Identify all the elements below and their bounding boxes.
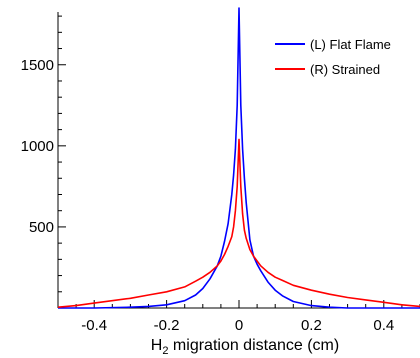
x-tick-label: -0.4: [81, 317, 107, 334]
plot-area: [57, 7, 420, 309]
x-tick-label: 0: [235, 317, 243, 334]
x-axis-title-rest: migration distance (cm): [168, 337, 339, 354]
x-tick-label: 0.2: [301, 317, 322, 334]
legend: (L) Flat Flame (R) Strained: [275, 37, 391, 77]
x-axis-title: H2 migration distance (cm): [151, 337, 339, 357]
y-tick-label: 1500: [21, 57, 54, 74]
legend-label: (R) Strained: [310, 62, 380, 77]
series-line-strained: [57, 138, 420, 308]
y-tick-label: 500: [29, 219, 54, 236]
x-tick-label: 0.4: [373, 317, 394, 334]
legend-label: (L) Flat Flame: [310, 37, 391, 52]
x-axis-title-main: H: [151, 337, 163, 354]
x-tick-label: -0.2: [154, 317, 180, 334]
axes: 500 1000 1500 -0.4 -0.2 0 0.2 0.4: [21, 12, 420, 334]
y-tick-label: 1000: [21, 138, 54, 155]
x-axis-title-subscript: 2: [162, 345, 168, 357]
series-line-flat-flame: [58, 7, 420, 309]
